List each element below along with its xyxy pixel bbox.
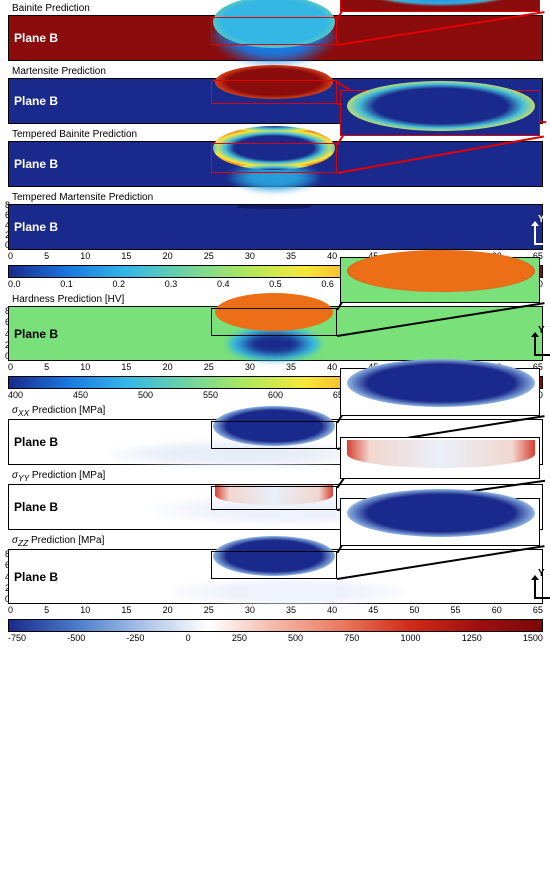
tbainite-zoom-line2 <box>337 136 544 174</box>
sxx-plane-label: Plane B <box>14 435 58 449</box>
tmartensite-strip: Plane B Y X <box>8 204 543 250</box>
hardness-inset <box>340 257 540 303</box>
tbainite-zoom-box <box>211 143 337 173</box>
syy-zoom-box <box>211 486 337 510</box>
tmartensite-title: Tempered Martensite Prediction <box>8 191 543 204</box>
tbainite-plane-label: Plane B <box>14 157 58 171</box>
martensite-zoom-box <box>211 80 337 104</box>
tbainite-strip: Plane B <box>8 141 543 187</box>
sxx-inset <box>340 368 540 416</box>
szz-zoom-box <box>211 551 337 579</box>
hardness-strip: Plane B Y X <box>8 306 543 361</box>
stress-xticks: 05 1015 2025 3035 4045 5055 6065 <box>8 605 543 615</box>
phase-panels: Bainite Prediction Plane B P1 P3 P5 P7 P… <box>8 2 543 250</box>
bainite-strip: Plane B P1 P3 P5 P7 P9 P11 P13 <box>8 15 543 61</box>
szz-zoom-line2 <box>337 545 545 579</box>
syy-plane-label: Plane B <box>14 500 58 514</box>
stress-panels: σXX Prediction [MPa] Plane B σYY Predict… <box>8 404 543 604</box>
bainite-plane-label: Plane B <box>14 31 58 45</box>
szz-plane-label: Plane B <box>14 570 58 584</box>
tmartensite-plane-label: Plane B <box>14 220 58 234</box>
szz-inset <box>340 498 540 546</box>
bainite-zoom-box <box>211 17 337 45</box>
bainite-inset: P1 P3 P5 P7 P9 P11 P13 <box>340 0 540 12</box>
martensite-plane-label: Plane B <box>14 94 58 108</box>
hardness-zoom-box <box>211 308 337 336</box>
sxx-zoom-box <box>211 421 337 449</box>
tbainite-inset <box>340 90 540 136</box>
hardness-zoom-line2 <box>337 302 545 336</box>
hardness-panel: Hardness Prediction [HV] 0 2 4 6 8 Plane… <box>8 293 543 361</box>
colorbar-stress-ticks: -750 -500 -250 0 250 500 750 1000 1250 1… <box>8 633 543 643</box>
bainite-zoom-line2 <box>337 11 545 45</box>
szz-bg-halo <box>169 578 409 606</box>
hardness-plane-label: Plane B <box>14 327 58 341</box>
szz-strip: Plane B Y X <box>8 549 543 604</box>
colorbar-stress-bar <box>8 619 543 632</box>
colorbar-stress: -750 -500 -250 0 250 500 750 1000 1250 1… <box>8 619 543 643</box>
syy-inset <box>340 437 540 479</box>
